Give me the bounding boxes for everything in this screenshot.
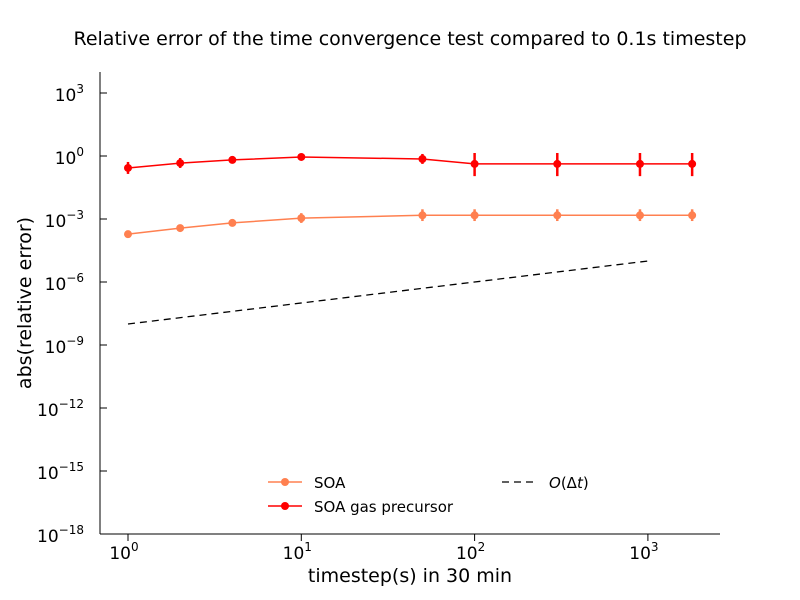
series-soa-gas-precursor bbox=[124, 152, 697, 177]
data-point bbox=[688, 211, 697, 220]
data-point bbox=[470, 211, 479, 220]
series-line bbox=[127, 214, 693, 235]
data-point bbox=[176, 224, 185, 233]
x-tick-label: 101 bbox=[283, 540, 312, 564]
x-tick-label: 103 bbox=[629, 540, 658, 564]
data-point bbox=[635, 159, 644, 168]
x-axis-label: timestep(s) in 30 min bbox=[308, 565, 512, 587]
data-point bbox=[124, 163, 132, 172]
legend-soa-marker bbox=[281, 478, 289, 486]
legend-reference-label: O(Δt) bbox=[549, 474, 589, 492]
y-tick-label: 10−9 bbox=[45, 334, 84, 358]
data-point bbox=[688, 159, 697, 168]
y-tick-label: 100 bbox=[55, 145, 84, 169]
data-point bbox=[228, 155, 237, 164]
legend-entry-soa: SOA bbox=[268, 474, 346, 492]
legend-entry-soa-gas-precursor: SOA gas precursor bbox=[268, 498, 454, 516]
data-point bbox=[553, 159, 562, 168]
legend: SOA SOA gas precursor O(Δt) bbox=[268, 474, 589, 516]
data-point bbox=[418, 154, 427, 163]
legend-soa-label: SOA bbox=[314, 474, 346, 492]
chart-title: Relative error of the time convergence t… bbox=[73, 28, 746, 50]
data-point bbox=[635, 211, 644, 220]
y-tick-label: 10−15 bbox=[37, 460, 84, 484]
data-point bbox=[470, 159, 479, 168]
data-point bbox=[418, 211, 427, 220]
data-point bbox=[297, 152, 306, 161]
data-point bbox=[176, 159, 185, 168]
y-tick-label: 10−3 bbox=[45, 208, 84, 232]
y-tick-label: 10−18 bbox=[37, 523, 84, 547]
y-ticks: 103 100 10−3 10−6 10−9 10−12 10−15 10−18 bbox=[37, 82, 107, 547]
y-tick-label: 10−12 bbox=[37, 397, 84, 421]
series-line bbox=[127, 156, 693, 169]
legend-entry-reference: O(Δt) bbox=[502, 474, 589, 492]
data-point bbox=[124, 230, 132, 239]
data-point bbox=[228, 218, 237, 227]
x-tick-label: 102 bbox=[456, 540, 485, 564]
series-soa bbox=[124, 209, 697, 239]
x-tick-label: 100 bbox=[109, 540, 138, 564]
data-point bbox=[553, 211, 562, 220]
legend-gas-marker bbox=[281, 502, 289, 510]
y-tick-label: 103 bbox=[55, 82, 84, 106]
reference-line-o-dt bbox=[127, 260, 648, 325]
legend-gas-label: SOA gas precursor bbox=[314, 498, 454, 516]
x-ticks: 100 101 102 103 bbox=[109, 534, 659, 564]
y-tick-label: 10−6 bbox=[45, 271, 84, 295]
y-axis-label: abs(relative error) bbox=[14, 217, 36, 389]
data-point bbox=[297, 214, 306, 223]
plot-area bbox=[124, 152, 697, 325]
